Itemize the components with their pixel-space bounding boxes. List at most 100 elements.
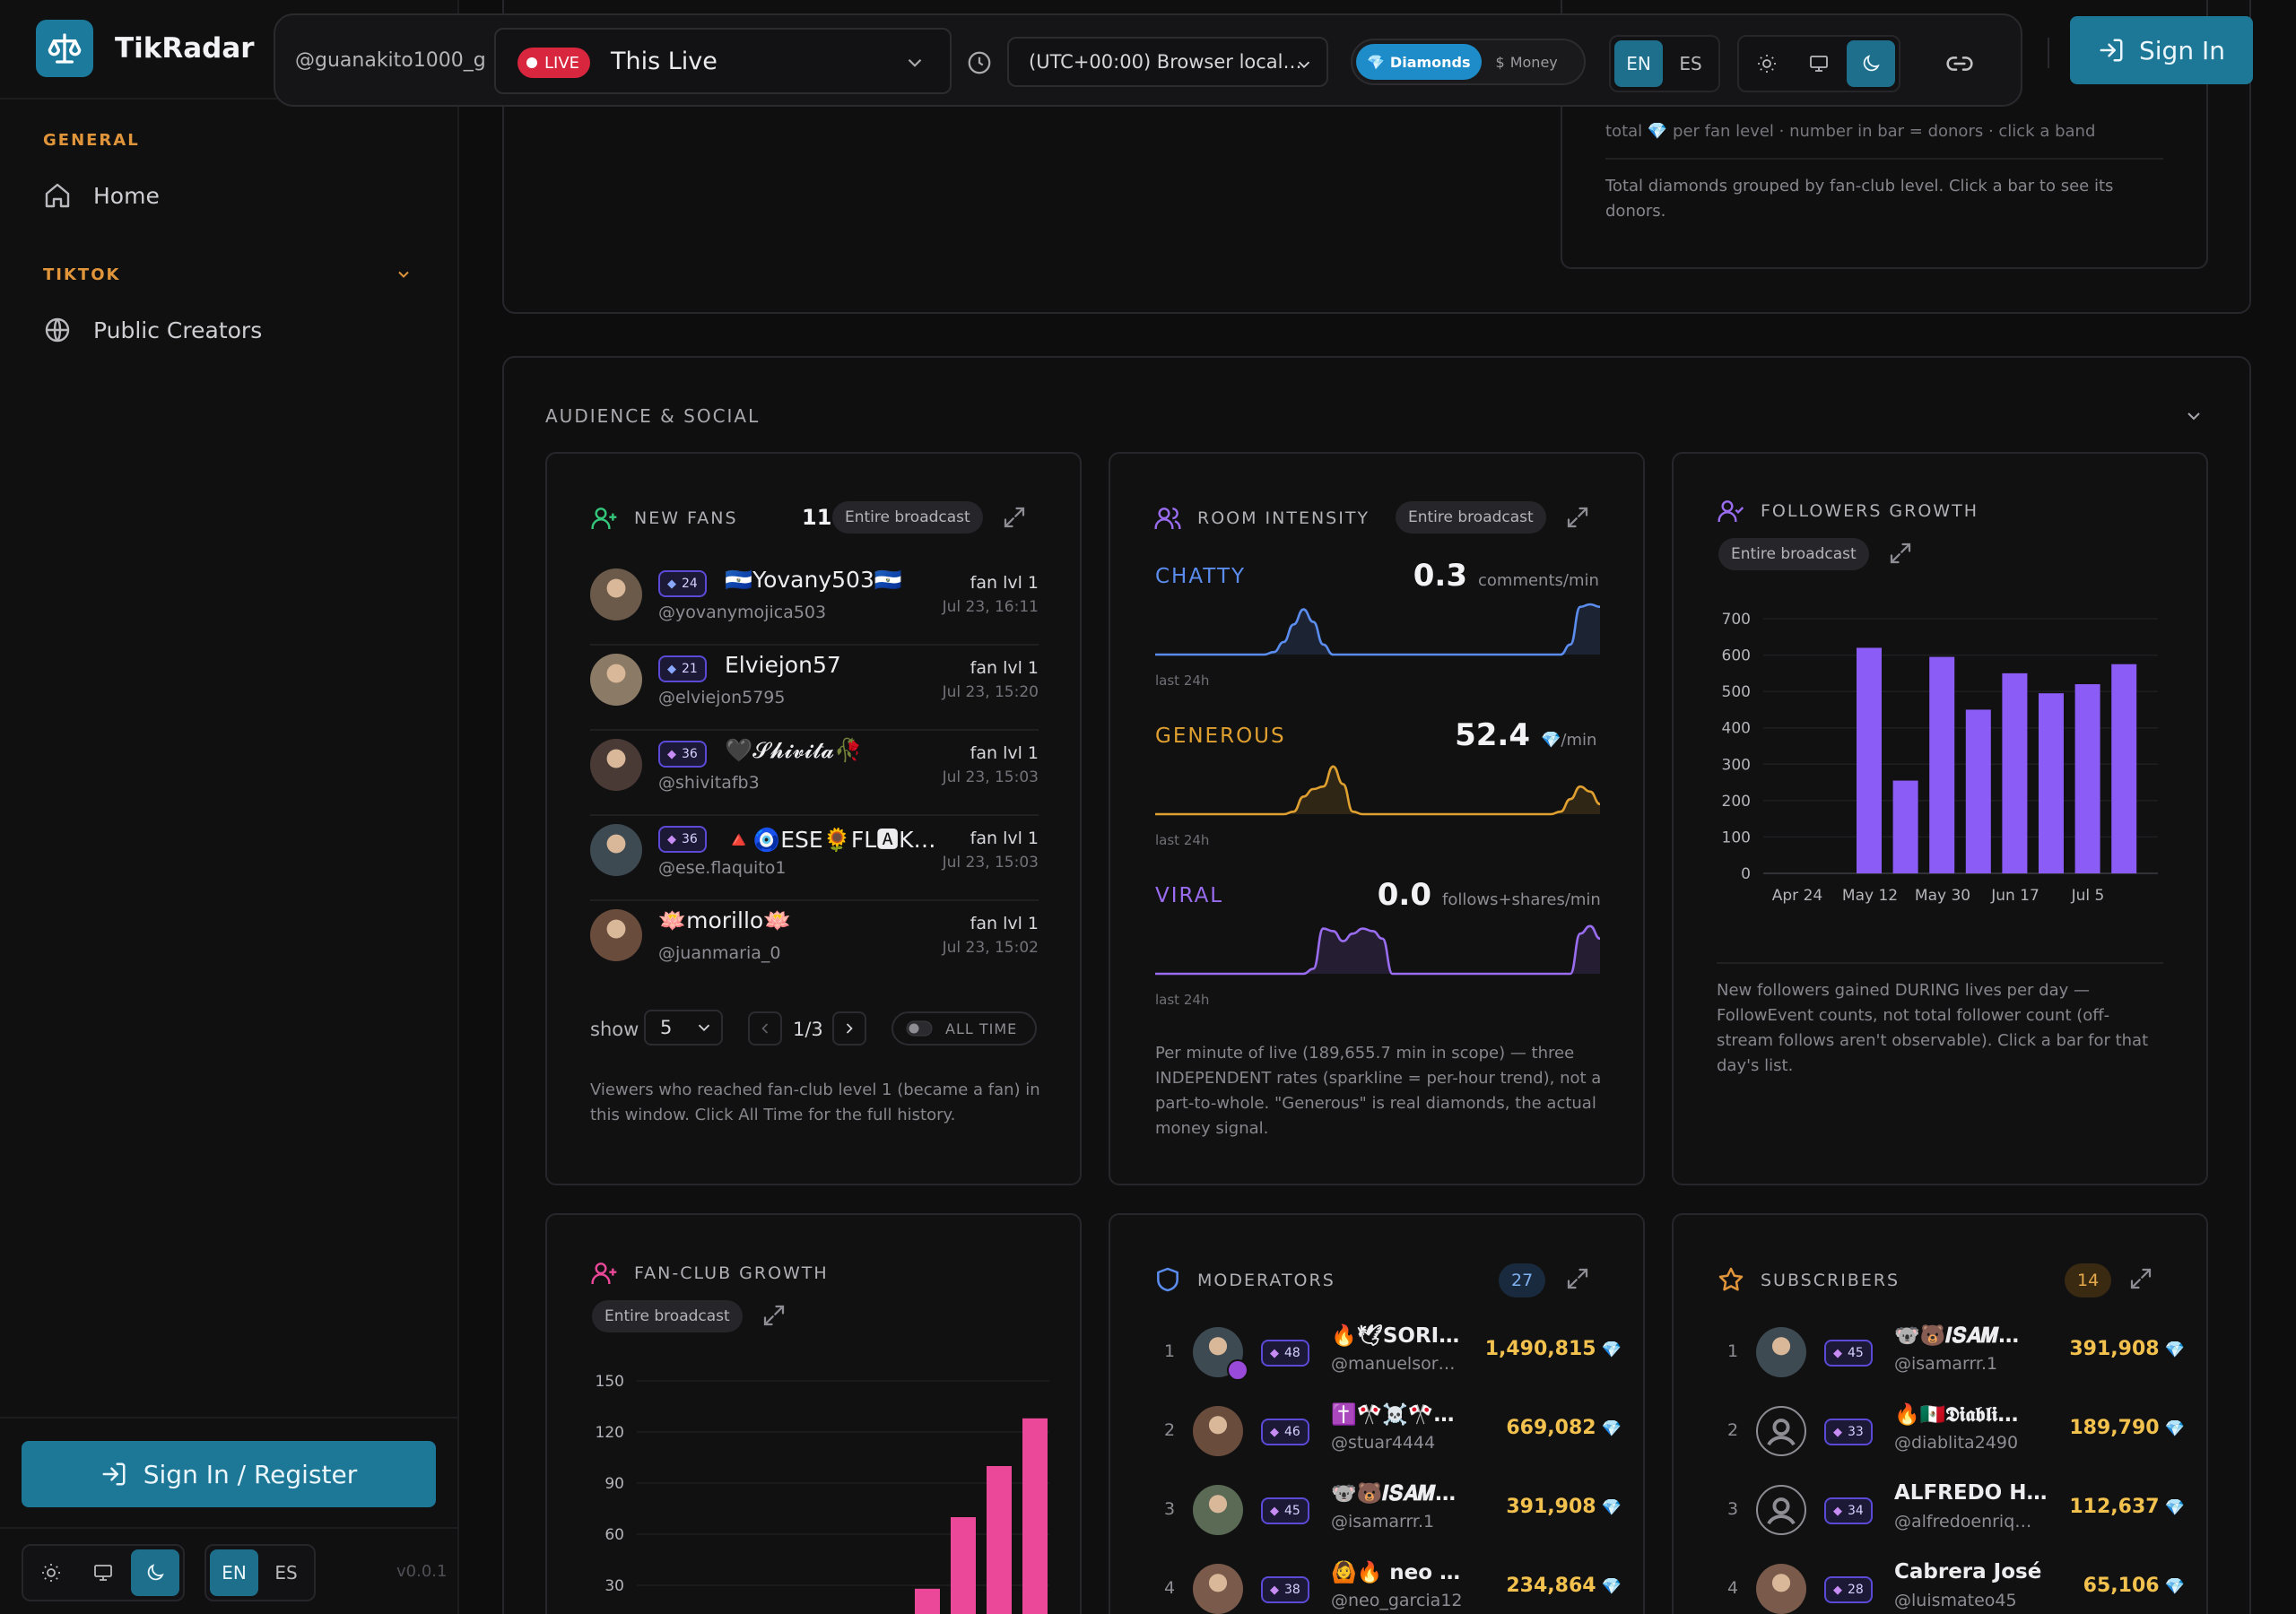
level-badge: ◆ 33 xyxy=(1824,1419,1873,1445)
leaderboard-row[interactable]: 4 ◆ 38 🙆🔥 neo … @neo_garcia12 234,864 💎 xyxy=(1155,1555,1622,1614)
fan-date: Jul 23, 15:20 xyxy=(942,683,1039,701)
avatar[interactable] xyxy=(1193,1406,1243,1456)
live-selector[interactable]: LIVE This Live xyxy=(494,28,952,94)
bar[interactable] xyxy=(2074,684,2100,873)
bar[interactable] xyxy=(951,1517,976,1614)
avatar[interactable] xyxy=(590,654,642,706)
divider xyxy=(2048,38,2049,68)
fan-name: 🔺🧿ESE🌻FL🅰K… xyxy=(725,827,936,853)
diamond-total-value: 1,490,815 xyxy=(1484,1338,1596,1360)
sidebar-item-label: Home xyxy=(93,182,160,209)
metric-value: 52.4 xyxy=(1455,717,1530,753)
list-item[interactable]: ◆ 36 🔺🧿ESE🌻FL🅰K… @ese.flaquito1 fan lvl 1 Jul… xyxy=(590,817,1039,901)
level-badge: ◆ 21 xyxy=(658,655,707,682)
all-time-toggle[interactable]: ALL TIME xyxy=(891,1011,1037,1046)
avatar[interactable] xyxy=(590,739,642,791)
list-item[interactable]: ◆ 24 🇸🇻Yovany503🇸🇻 @yovanymojica503 fan lvl … xyxy=(590,561,1039,646)
sidebar-item-home[interactable]: Home xyxy=(43,181,160,210)
lang-en-button[interactable]: EN xyxy=(1614,40,1663,87)
y-tick-label: 30 xyxy=(604,1577,624,1595)
avatar-placeholder-icon[interactable] xyxy=(1756,1406,1806,1456)
metric-value: 0.3 xyxy=(1413,558,1467,594)
avatar[interactable] xyxy=(590,909,642,961)
metric-window: last 24h xyxy=(1155,672,1210,689)
leaderboard-row[interactable]: 2 ◆ 33 🔥🇲🇽𝕯𝖎𝖆𝖇𝖑𝖎… @diablita2490 189,790 💎 xyxy=(1718,1397,2185,1469)
lang-es-button[interactable]: ES xyxy=(274,1562,298,1584)
expand-icon[interactable] xyxy=(1001,504,1028,531)
user-handle: @isamarrr.1 xyxy=(1894,1354,1998,1374)
leaderboard-row[interactable]: 1 ◆ 45 🐨🐻𝑰𝑺𝑨𝑴… @isamarrr.1 391,908 💎 xyxy=(1718,1318,2185,1390)
avatar-placeholder-icon[interactable] xyxy=(1756,1485,1806,1535)
moderator-badge-icon xyxy=(1227,1359,1248,1381)
moon-icon[interactable] xyxy=(1847,40,1895,87)
sign-in-register-button[interactable]: Sign In / Register xyxy=(22,1441,436,1507)
fan-name: Elviejon57 xyxy=(725,652,841,678)
bar[interactable] xyxy=(1929,656,1955,873)
leaderboard-row[interactable]: 2 ◆ 46 ✝️🎌☠️🎌… @stuar4444 669,082 💎 xyxy=(1155,1397,1622,1469)
avatar[interactable] xyxy=(1756,1327,1806,1377)
leaderboard-row[interactable]: 3 ◆ 45 🐨🐻𝑰𝑺𝑨𝑴… @isamarrr.1 391,908 💎 xyxy=(1155,1476,1622,1548)
page-size-select[interactable]: 5 xyxy=(644,1010,723,1046)
currency-diamonds-button[interactable]: 💎 Diamonds xyxy=(1356,44,1482,80)
sun-icon[interactable] xyxy=(1743,40,1791,87)
expand-icon[interactable] xyxy=(1564,1265,1591,1292)
list-item[interactable]: 🪷morillo🪷 @juanmaria_0 fan lvl 1 Jul 23, 15… xyxy=(590,902,1039,986)
leaderboard-row[interactable]: 1 ◆ 48 🔥🕊SORI… @manuelsor… 1,490,815 💎 xyxy=(1155,1318,1622,1390)
divider xyxy=(590,729,1039,731)
chevron-down-icon[interactable] xyxy=(395,265,413,287)
expand-icon[interactable] xyxy=(1887,540,1914,567)
diamond-icon: 💎 xyxy=(2164,1577,2185,1596)
next-page-button[interactable] xyxy=(832,1011,866,1046)
link-icon[interactable] xyxy=(1945,49,1974,82)
lang-en-button[interactable]: EN xyxy=(210,1549,258,1596)
currency-money-button[interactable]: $ Money xyxy=(1485,44,1569,80)
lang-es-button[interactable]: ES xyxy=(1679,53,1702,74)
sidebar-item-public-creators[interactable]: Public Creators xyxy=(43,316,262,344)
bar[interactable] xyxy=(2002,672,2028,873)
moon-icon[interactable] xyxy=(131,1549,179,1596)
avatar[interactable] xyxy=(1193,1485,1243,1535)
bar[interactable] xyxy=(915,1588,940,1614)
bar[interactable] xyxy=(2111,664,2137,873)
list-item[interactable]: ◆ 36 🖤𝓢𝓱𝓲𝓿𝓲𝓽𝓪🥀 @shivitafb3 fan lvl 1 Jul 23, … xyxy=(590,732,1039,816)
section-tiktok-title: TIKTOK xyxy=(43,265,121,284)
sparkline-line xyxy=(1155,924,1601,976)
bar[interactable] xyxy=(1022,1418,1048,1614)
monitor-icon[interactable] xyxy=(1795,40,1843,87)
avatar[interactable] xyxy=(590,568,642,620)
bar[interactable] xyxy=(987,1466,1012,1614)
scope-pill[interactable]: Entire broadcast xyxy=(1718,538,1869,570)
diamond-total: 189,790 💎 xyxy=(2069,1417,2185,1439)
diamond-icon: 💎 xyxy=(2164,1498,2185,1517)
chevron-down-icon[interactable] xyxy=(2183,405,2205,430)
diamond-total: 669,082 💎 xyxy=(1506,1417,1622,1439)
level-value: 45 xyxy=(1284,1504,1300,1518)
avatar[interactable] xyxy=(1756,1564,1806,1614)
leaderboard-row[interactable]: 3 ◆ 34 ALFREDO H… @alfredoenriq… 112,637 💎 xyxy=(1718,1476,2185,1548)
bar[interactable] xyxy=(1892,780,1918,873)
chevron-down-icon xyxy=(1294,55,1314,79)
expand-icon[interactable] xyxy=(761,1302,787,1329)
avatar[interactable] xyxy=(590,824,642,876)
sun-icon[interactable] xyxy=(27,1549,75,1596)
avatar[interactable] xyxy=(1193,1564,1243,1614)
monitor-icon[interactable] xyxy=(79,1549,127,1596)
scope-pill[interactable]: Entire broadcast xyxy=(1396,501,1546,534)
bar[interactable] xyxy=(2039,693,2064,873)
bar[interactable] xyxy=(1857,647,1882,873)
card-title: MODERATORS xyxy=(1197,1271,1335,1290)
list-item[interactable]: ◆ 21 Elviejon57 @elviejon5795 fan lvl 1 Jul 2… xyxy=(590,646,1039,731)
scope-pill[interactable]: Entire broadcast xyxy=(592,1300,743,1332)
bar[interactable] xyxy=(1965,709,1991,873)
leaderboard-row[interactable]: 4 ◆ 28 Cabrera José @luismateo45 65,106 💎 xyxy=(1718,1555,2185,1614)
level-value: 34 xyxy=(1848,1504,1864,1518)
expand-icon[interactable] xyxy=(2127,1265,2154,1292)
scope-pill[interactable]: Entire broadcast xyxy=(832,501,983,534)
brand[interactable]: TikRadar xyxy=(36,20,255,77)
prev-page-button[interactable] xyxy=(748,1011,782,1046)
sign-in-button[interactable]: Sign In xyxy=(2070,16,2253,84)
expand-icon[interactable] xyxy=(1564,504,1591,531)
timezone-select[interactable]: (UTC+00:00) Browser local… xyxy=(1007,37,1328,87)
level-badge: ◆ 36 xyxy=(658,741,707,768)
divider xyxy=(0,1527,457,1529)
